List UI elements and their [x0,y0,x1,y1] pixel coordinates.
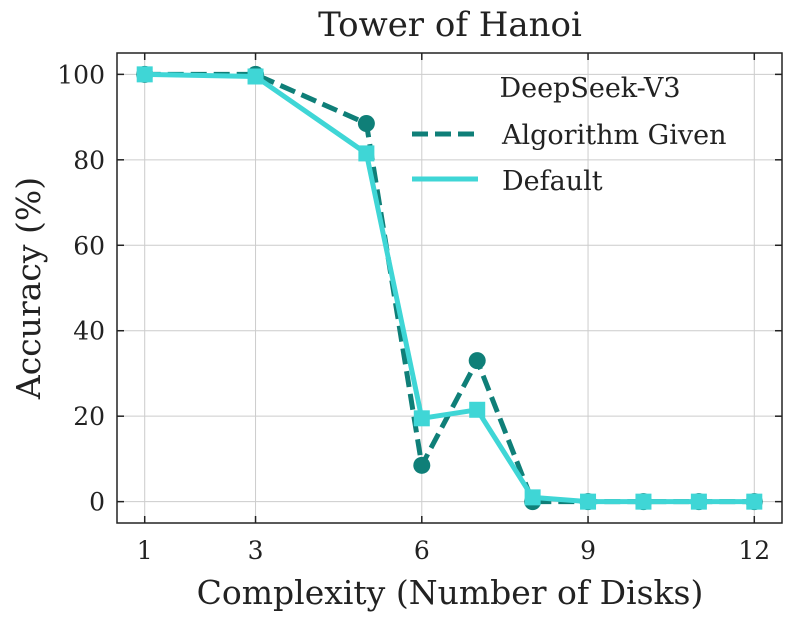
series-layer [136,65,763,511]
point-default [358,145,375,162]
point-default [247,68,264,85]
point-default [524,489,541,506]
point-default [136,66,153,83]
x-tick-label: 12 [738,536,770,565]
legend-label-default: Default [502,166,603,197]
y-axis-label: Accuracy (%) [9,177,48,400]
tick-layer: 1 3 6 9 12 0 20 40 60 80 100 [57,53,782,565]
x-axis-label: Complexity (Number of Disks) [197,573,704,612]
plot-frame [116,52,783,524]
y-tick-label: 0 [89,488,105,517]
y-tick-label: 20 [73,402,105,431]
x-tick-label: 1 [137,536,153,565]
point-default [746,493,763,510]
point-default [580,493,597,510]
point-default [469,401,486,418]
y-tick-label: 60 [73,231,105,260]
point-default [690,493,707,510]
series-line-algorithm-given [144,71,755,505]
point-default [413,410,430,427]
series-line-default [144,71,755,505]
chart-title: Tower of Hanoi [318,5,582,45]
series-default [136,66,763,510]
legend: DeepSeek-V3 Algorithm Given Default [412,73,726,197]
point-algorithm-given [468,352,486,370]
point-algorithm-given [413,456,431,474]
x-tick-label: 3 [248,536,264,565]
y-tick-label: 40 [73,317,105,346]
x-tick-label: 6 [414,536,430,565]
point-algorithm-given [357,115,375,132]
x-tick-label: 9 [580,536,596,565]
y-tick-label: 80 [73,146,105,175]
point-default [635,493,652,510]
y-tick-label: 100 [57,60,105,89]
legend-title: DeepSeek-V3 [499,73,680,104]
legend-label-algorithm-given: Algorithm Given [501,120,726,151]
